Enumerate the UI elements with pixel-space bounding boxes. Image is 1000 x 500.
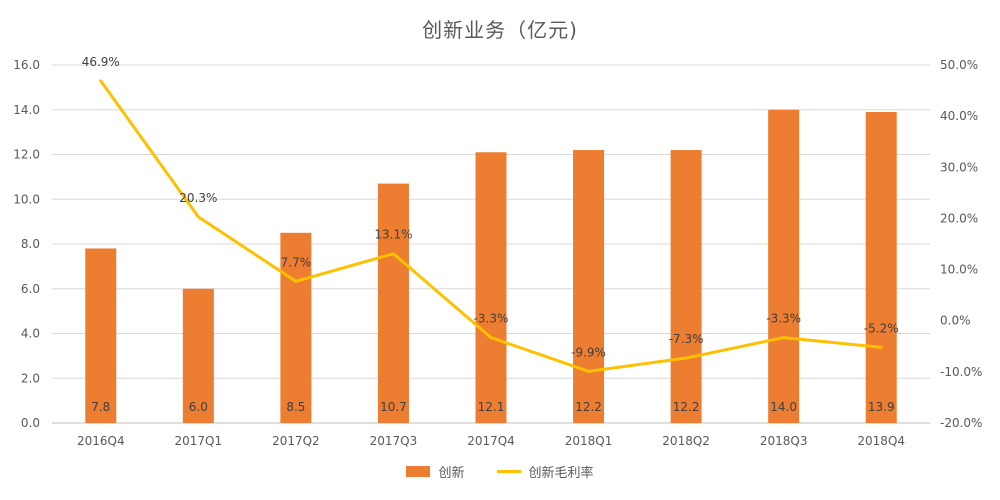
x-tick-label: 2018Q1 [565, 434, 613, 448]
bar [475, 152, 507, 423]
line-point [684, 356, 688, 360]
bar-data-label: 14.0 [770, 400, 797, 414]
bar-data-label: 6.0 [189, 400, 208, 414]
bar-data-label: 7.8 [91, 400, 110, 414]
y-right-tick-label: -20.0% [940, 416, 982, 430]
x-tick-label: 2017Q1 [175, 434, 223, 448]
line-data-label: -5.2% [864, 321, 899, 335]
bar-data-label: 13.9 [868, 400, 895, 414]
bar [377, 183, 409, 423]
bar [573, 150, 605, 423]
y-left-tick-label: 8.0 [21, 237, 40, 251]
y-left-tick-label: 16.0 [13, 58, 40, 72]
x-tick-label: 2018Q2 [662, 434, 710, 448]
line-data-label: 7.7% [281, 255, 312, 269]
legend-item-line: 创新毛利率 [496, 462, 594, 481]
line-data-label: 13.1% [374, 228, 412, 242]
line-point [391, 252, 395, 256]
y-left-tick-label: 12.0 [13, 148, 40, 162]
line-data-label: -3.3% [474, 312, 509, 326]
legend-label-bar: 创新 [438, 466, 465, 481]
x-tick-label: 2018Q4 [857, 434, 905, 448]
chart-title: 创新业务（亿元) [422, 18, 578, 42]
line-data-label: 20.3% [179, 191, 217, 205]
line-point [489, 336, 493, 340]
y-right-tick-label: 20.0% [940, 211, 978, 225]
line-point [99, 79, 103, 83]
bar-data-label: 8.5 [286, 400, 305, 414]
bar [85, 248, 117, 423]
legend-label-line: 创新毛利率 [528, 466, 594, 481]
line-data-label: -9.9% [571, 345, 606, 359]
bar [670, 150, 702, 423]
bar [768, 109, 800, 423]
bar [280, 232, 312, 423]
legend-item-bar: 创新 [406, 462, 465, 481]
line-point [294, 279, 298, 283]
line-data-label: -7.3% [669, 332, 704, 346]
y-right-tick-label: 10.0% [940, 263, 978, 277]
bar-data-label: 12.1 [478, 400, 505, 414]
x-tick-label: 2017Q4 [467, 434, 515, 448]
legend-swatch-bar [406, 466, 431, 477]
bar-data-label: 10.7 [380, 400, 407, 414]
x-tick-label: 2016Q4 [77, 434, 125, 448]
y-right-tick-label: 50.0% [940, 58, 978, 72]
y-left-tick-label: 2.0 [21, 371, 40, 385]
x-tick-label: 2017Q2 [272, 434, 320, 448]
line-data-label: -3.3% [766, 312, 801, 326]
x-tick-label: 2017Q3 [370, 434, 418, 448]
legend-swatch-line [496, 470, 521, 473]
line-point [879, 345, 883, 349]
y-right-tick-label: -10.0% [940, 365, 982, 379]
line-point [782, 336, 786, 340]
bar-data-label: 12.2 [673, 400, 700, 414]
y-left-tick-label: 6.0 [21, 282, 40, 296]
y-left-tick-label: 0.0 [21, 416, 40, 430]
line-data-label: 46.9% [82, 55, 120, 69]
x-tick-label: 2018Q3 [760, 434, 808, 448]
bar [182, 288, 214, 423]
y-right-tick-label: 0.0% [940, 314, 971, 328]
y-right-tick-label: 40.0% [940, 109, 978, 123]
y-left-tick-label: 14.0 [13, 103, 40, 117]
y-left-tick-label: 10.0 [13, 192, 40, 206]
y-left-tick-label: 4.0 [21, 327, 40, 341]
line-point [587, 369, 591, 373]
y-right-tick-label: 30.0% [940, 160, 978, 174]
bar-data-label: 12.2 [575, 400, 602, 414]
bar [865, 111, 897, 424]
line-point [196, 215, 200, 219]
legend: 创新 创新毛利率 [0, 462, 1000, 481]
